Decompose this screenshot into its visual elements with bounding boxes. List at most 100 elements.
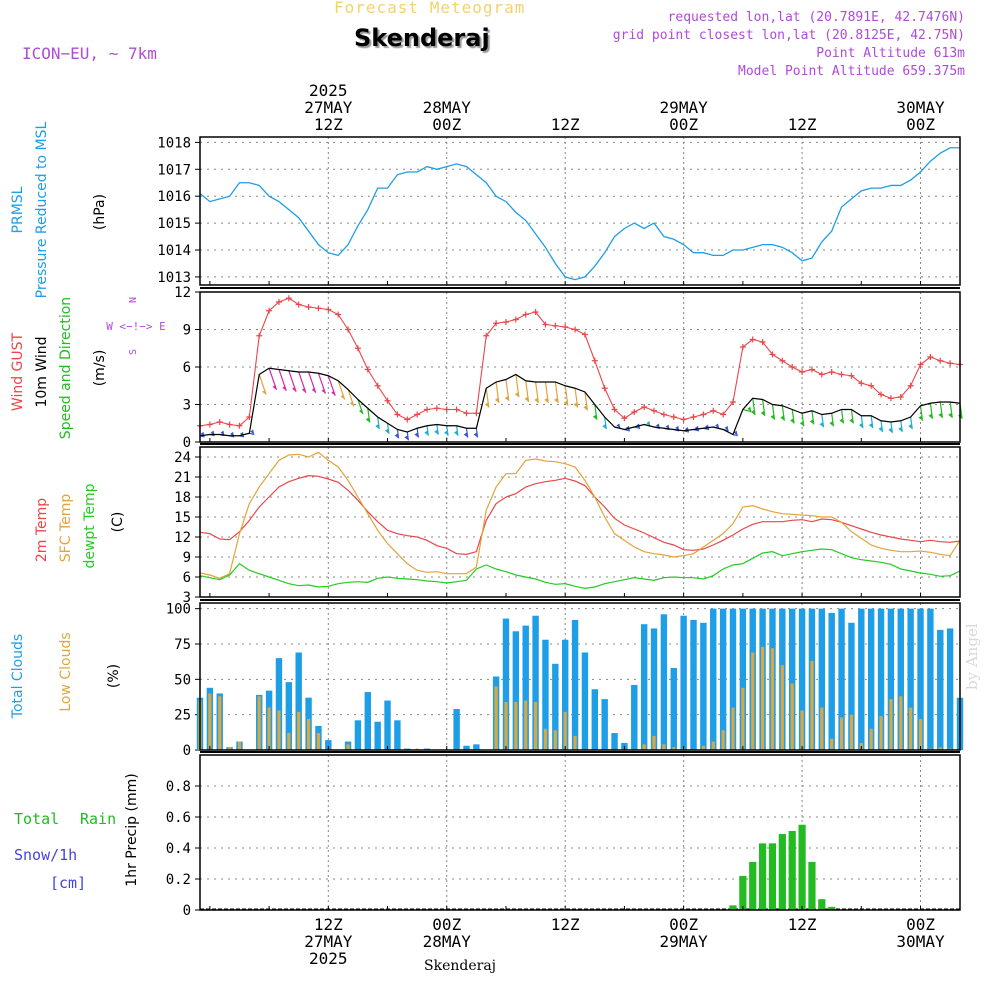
chart-title: Forecast Meteogram — [334, 0, 526, 17]
rain-bar — [729, 905, 737, 910]
wind-direction-arrow — [436, 424, 439, 435]
total-clouds-bar — [601, 699, 608, 750]
y-tick-label: 12 — [174, 285, 191, 301]
wind-direction-arrow — [584, 391, 589, 411]
top-time-label: 30MAY — [896, 98, 945, 117]
total-clouds-bar — [631, 684, 638, 750]
location-title: Skenderaj — [354, 24, 490, 52]
total-clouds-bar — [789, 608, 796, 750]
wind-gust-point — [759, 339, 766, 345]
wind-arrow-head — [444, 430, 449, 436]
y-tick-label: 0 — [183, 435, 191, 451]
y-tick-label: 1016 — [157, 189, 191, 205]
y-tick-label: 1015 — [157, 216, 191, 232]
wind-direction-label: Speed and Direction — [58, 297, 74, 439]
precip-total-label: Total — [14, 810, 59, 828]
wind-arrow-head — [948, 412, 953, 418]
wind-gust-point — [404, 416, 411, 423]
top-time-label: 12Z — [788, 115, 817, 134]
total-clouds-bar — [887, 608, 895, 750]
wind-gust-point — [364, 366, 371, 373]
pressure-unit-label: (hPa) — [92, 194, 108, 230]
wind-speed-series-line — [199, 367, 961, 437]
wind-arrow-head — [705, 424, 710, 430]
rain-bar — [739, 875, 747, 910]
total-clouds-bar — [858, 608, 865, 750]
total-clouds-bar — [473, 744, 480, 750]
wind-gust-point — [828, 369, 835, 375]
low-clouds-bar — [553, 730, 557, 750]
wind-gust-point — [424, 406, 431, 413]
total-clouds-bar — [384, 700, 391, 750]
wind-gust-point — [690, 414, 697, 420]
total-clouds-bar — [710, 608, 717, 750]
wind-arrow-head — [301, 387, 306, 393]
total-clouds-bar — [680, 615, 687, 750]
total-clouds-bar — [561, 639, 569, 750]
model-point-altitude: Model Point Altitude 659.375m — [738, 64, 965, 79]
wind-direction-arrow — [386, 423, 390, 434]
low-clouds-bar — [760, 646, 765, 750]
wind-gust-point — [345, 326, 352, 333]
wind-gust-point — [858, 380, 865, 387]
wind-direction-arrow — [406, 431, 409, 441]
total-clouds-bar — [611, 733, 618, 750]
compass-north: N — [128, 297, 139, 303]
low-clouds-bar — [869, 728, 873, 750]
wind-arrow-head — [384, 428, 389, 434]
total-clouds-bar — [325, 740, 332, 750]
wind-arrow-head — [349, 401, 354, 407]
total-clouds-bar — [364, 692, 371, 750]
wind-direction-arrow — [900, 420, 903, 432]
total-clouds-bar — [463, 745, 470, 750]
top-time-label: 00Z — [669, 115, 698, 134]
wind-arrow-head — [484, 402, 489, 408]
panel-frame — [199, 291, 961, 443]
low-clouds-bar — [316, 733, 321, 750]
wind-arrow-head — [563, 400, 568, 406]
wind-gust-point — [720, 411, 727, 418]
low-clouds-bar — [652, 735, 656, 750]
top-time-label: 00Z — [432, 115, 461, 134]
total-clouds-bar — [502, 618, 510, 750]
wind-arrow-head — [819, 422, 824, 428]
wind-gust-point — [651, 407, 658, 414]
wind-direction-arrow — [752, 398, 756, 416]
wind-gust-point — [769, 351, 776, 358]
precip-rain-label: Rain — [80, 810, 116, 828]
y-tick-label: 75 — [174, 637, 191, 653]
top-time-label: 00Z — [906, 115, 935, 134]
low-clouds-bar — [741, 687, 745, 750]
total-clouds-bar — [690, 619, 697, 750]
wind-gust-point — [621, 415, 628, 422]
low-clouds-label: Low Clouds — [58, 632, 74, 711]
wind-arrow-head — [311, 387, 316, 393]
wind-arrow-head — [272, 384, 277, 390]
wind-direction-arrow — [850, 409, 854, 424]
wind-direction-arrow — [465, 428, 469, 438]
wind-gust-point — [601, 385, 608, 392]
total-clouds-bar — [394, 720, 401, 750]
total-clouds-label: Total Clouds — [10, 634, 26, 719]
wind-gust-point — [473, 410, 480, 417]
wind-arrow-head — [524, 396, 529, 402]
wind-direction-arrow — [910, 416, 913, 430]
total-clouds-bar — [917, 608, 924, 750]
wind-gust-point — [256, 332, 263, 339]
total-clouds-bar — [581, 652, 589, 750]
y-tick-label: 15 — [174, 510, 191, 526]
low-clouds-bar — [909, 707, 913, 750]
low-clouds-bar — [830, 738, 834, 750]
low-clouds-bar — [346, 744, 350, 750]
wind-arrow-head — [724, 425, 729, 431]
total-clouds-bar — [275, 658, 283, 750]
low-clouds-bar — [287, 733, 291, 750]
y-tick-label: 0.8 — [166, 779, 191, 795]
low-clouds-bar — [504, 701, 508, 750]
total-clouds-bar — [927, 608, 934, 750]
bottom-time-label: 29MAY — [660, 932, 709, 951]
wind-gust-point — [739, 344, 746, 350]
wind-gust-point — [581, 331, 588, 338]
dewpt-temp-label: dewpt Temp — [82, 483, 98, 568]
wind-gust-point — [512, 316, 519, 323]
